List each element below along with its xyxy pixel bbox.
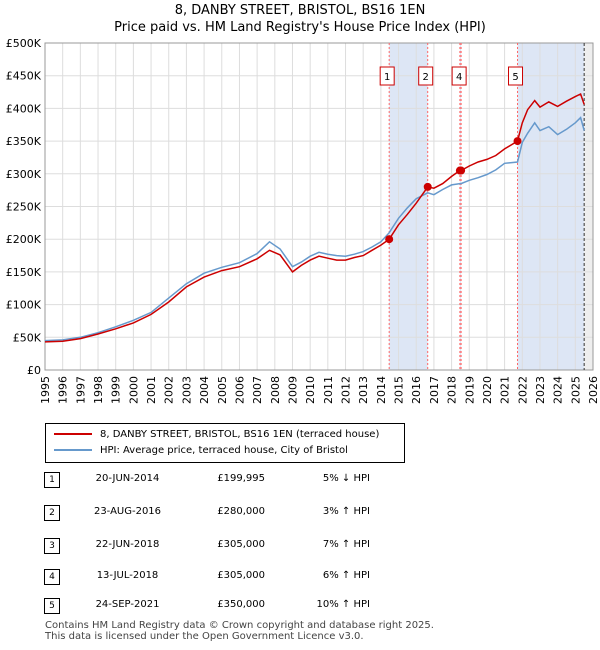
- transaction-number: 2: [44, 505, 60, 521]
- x-tick-label: 2017: [428, 376, 441, 404]
- sale-marker-label: 2: [423, 72, 429, 83]
- x-tick-label: 2016: [410, 376, 423, 404]
- sale-point: [385, 235, 394, 244]
- transaction-number: 4: [44, 569, 60, 585]
- price-chart: £0 £50K £100K £150K £200K £250K £300K £350K £400…: [6, 37, 600, 404]
- sale-point: [457, 166, 466, 175]
- sale-marker-label: 4: [456, 72, 462, 83]
- legend-line-property: [54, 433, 92, 435]
- transaction-price: £305,000: [217, 539, 265, 550]
- legend-item-property: 8, DANBY STREET, BRISTOL, BS16 1EN (terr…: [54, 428, 379, 442]
- transaction-date: 22-JUN-2018: [95, 539, 160, 550]
- sale-point: [513, 137, 522, 146]
- x-tick-label: 1995: [39, 376, 52, 404]
- chart-title: 8, DANBY STREET, BRISTOL, BS16 1EN Price…: [0, 2, 600, 36]
- sale-marker-box: [508, 66, 524, 86]
- transaction-hpi: 7% ↑ HPI: [322, 539, 370, 550]
- legend: 8, DANBY STREET, BRISTOL, BS16 1EN (terr…: [45, 423, 405, 463]
- y-tick-label: £300K: [6, 168, 42, 181]
- transaction-hpi: 10% ↑ HPI: [316, 599, 370, 610]
- x-tick-label: 2004: [198, 376, 211, 404]
- x-tick-label: 2014: [375, 376, 388, 404]
- y-tick-label: £250K: [6, 201, 42, 214]
- transaction-hpi: 3% ↑ HPI: [322, 506, 370, 517]
- transaction-price: £305,000: [217, 570, 265, 581]
- sale-marker-label: 1: [384, 72, 390, 83]
- sale-marker-box: [379, 66, 395, 86]
- sale-marker-box: [418, 66, 434, 86]
- x-tick-label: 2001: [145, 376, 158, 404]
- legend-line-hpi: [54, 449, 92, 451]
- legend-label-property: 8, DANBY STREET, BRISTOL, BS16 1EN (terr…: [100, 429, 380, 440]
- transaction-hpi: 6% ↑ HPI: [322, 570, 370, 581]
- transaction-hpi: 5% ↓ HPI: [322, 473, 370, 484]
- sale-marker-box: [451, 66, 467, 86]
- x-tick-label: 2008: [269, 376, 282, 404]
- transaction-price: £199,995: [217, 473, 265, 484]
- x-tick-label: 2009: [286, 376, 299, 404]
- x-tick-label: 2015: [393, 376, 406, 404]
- series-line-property: [44, 92, 585, 343]
- x-tick-label: 1997: [74, 376, 87, 404]
- x-tick-label: 2005: [216, 376, 229, 404]
- y-tick-label: £350K: [6, 135, 42, 148]
- transaction-date: 24-SEP-2021: [95, 599, 160, 610]
- x-tick-label: 2010: [304, 376, 317, 404]
- x-tick-label: 2011: [322, 376, 335, 404]
- transaction-price: £280,000: [217, 506, 265, 517]
- transaction-row: 2 23-AUG-2016 £280,000 3% ↑ HPI: [0, 503, 600, 523]
- x-tick-label: 2020: [481, 376, 494, 404]
- x-tick-label: 1999: [110, 376, 123, 404]
- chart-title-line2: Price paid vs. HM Land Registry's House …: [114, 20, 486, 35]
- y-tick-label: £50K: [13, 331, 42, 344]
- x-tick-label: 2013: [357, 376, 370, 404]
- transaction-number: 5: [44, 598, 60, 614]
- footer: Contains HM Land Registry data © Crown c…: [45, 620, 434, 642]
- y-tick-label: £0: [27, 364, 41, 377]
- x-tick-label: 2002: [163, 376, 176, 404]
- transaction-row: 5 24-SEP-2021 £350,000 10% ↑ HPI: [0, 596, 600, 616]
- y-tick-label: £450K: [6, 70, 42, 83]
- x-tick-label: 2000: [127, 376, 140, 404]
- legend-label-hpi: HPI: Average price, terraced house, City…: [100, 445, 348, 456]
- legend-item-hpi: HPI: Average price, terraced house, City…: [54, 444, 348, 458]
- y-tick-label: £150K: [6, 266, 42, 279]
- y-tick-label: £100K: [6, 299, 42, 312]
- plot-frame: [44, 42, 594, 371]
- sale-marker-label: 5: [512, 72, 518, 83]
- x-tick-label: 2026: [587, 376, 600, 404]
- x-tick-label: 2023: [534, 376, 547, 404]
- x-tick-label: 2024: [552, 376, 565, 404]
- transaction-row: 1 20-JUN-2014 £199,995 5% ↓ HPI: [0, 470, 600, 490]
- transaction-date: 23-AUG-2016: [93, 506, 162, 517]
- transaction-date: 13-JUL-2018: [96, 570, 159, 581]
- y-tick-label: £500K: [6, 37, 42, 50]
- transaction-row: 3 22-JUN-2018 £305,000 7% ↑ HPI: [0, 536, 600, 556]
- x-tick-label: 2018: [446, 376, 459, 404]
- transaction-number: 3: [44, 538, 60, 554]
- y-tick-label: £400K: [6, 102, 42, 115]
- y-tick-label: £200K: [6, 233, 42, 246]
- transaction-date: 20-JUN-2014: [95, 473, 160, 484]
- x-tick-label: 2022: [516, 376, 529, 404]
- sale-point: [423, 182, 432, 191]
- x-tick-label: 2021: [499, 376, 512, 404]
- x-tick-label: 2025: [569, 376, 582, 404]
- x-tick-label: 1996: [57, 376, 70, 404]
- chart-title-line1: 8, DANBY STREET, BRISTOL, BS16 1EN: [174, 3, 426, 18]
- x-tick-label: 2007: [251, 376, 264, 404]
- transaction-price: £350,000: [217, 599, 265, 610]
- x-tick-label: 2012: [340, 376, 353, 404]
- x-tick-label: 2006: [233, 376, 246, 404]
- x-tick-label: 2003: [180, 376, 193, 404]
- x-tick-label: 2019: [463, 376, 476, 404]
- x-tick-label: 1998: [92, 376, 105, 404]
- footer-license: This data is licensed under the Open Gov…: [45, 631, 364, 642]
- series-line-hpi: [44, 116, 585, 342]
- footer-copyright: Contains HM Land Registry data © Crown c…: [45, 620, 434, 631]
- transaction-row: 4 13-JUL-2018 £305,000 6% ↑ HPI: [0, 567, 600, 587]
- transaction-number: 1: [44, 472, 60, 488]
